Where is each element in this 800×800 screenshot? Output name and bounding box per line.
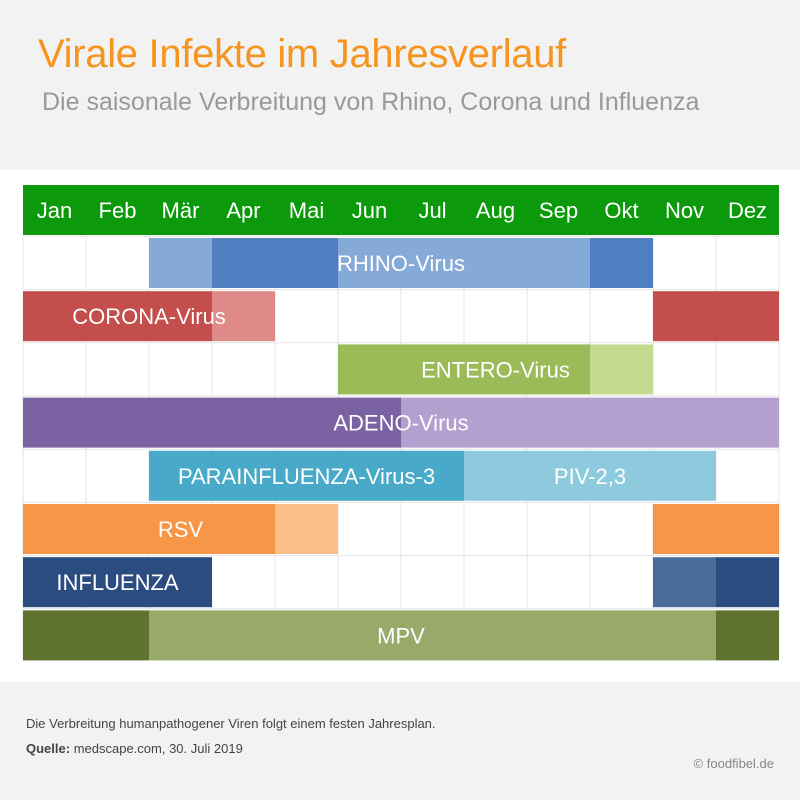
row-label-adeno-virus: ADENO-Virus	[333, 411, 468, 436]
row-secondary-label-parainfluenza-virus-3: PIV-2,3	[554, 464, 626, 489]
segment-adeno-virus-1	[23, 397, 401, 448]
footer-description: Die Verbreitung humanpathogener Viren fo…	[26, 716, 436, 731]
month-label-5: Mai	[289, 198, 324, 223]
segment-corona-virus-2	[212, 291, 275, 342]
segment-rhino-virus-1	[149, 238, 212, 288]
month-label-8: Aug	[476, 198, 515, 223]
source-label: Quelle:	[26, 741, 71, 756]
segment-influenza-3	[716, 557, 779, 608]
season-chart: Jan Feb Mär Apr Mai Jun Jul Aug Sep Okt Nov Dez RHIN…	[22, 185, 780, 661]
month-label-3: Mär	[162, 198, 200, 223]
copyright: © foodfibel.de	[693, 756, 774, 771]
segment-adeno-virus-2	[401, 397, 779, 448]
segment-parainfluenza-virus-3-2	[464, 450, 716, 501]
segment-influenza-2	[653, 557, 716, 608]
segment-mpv-2	[149, 610, 716, 661]
segment-corona-virus-3	[653, 291, 779, 342]
month-label-7: Jul	[418, 198, 446, 223]
segment-mpv-1	[23, 610, 149, 661]
row-label-rhino-virus: RHINO-Virus	[337, 251, 465, 276]
month-label-1: Jan	[37, 198, 72, 223]
row-label-mpv: MPV	[377, 623, 425, 648]
segment-parainfluenza-virus-3-1	[149, 450, 464, 501]
month-label-6: Jun	[352, 198, 387, 223]
chart-title: Virale Infekte im Jahresverlauf	[38, 32, 566, 76]
segment-rhino-virus-3	[338, 238, 590, 288]
month-label-11: Nov	[665, 198, 704, 223]
row-label-corona-virus: CORONA-Virus	[72, 304, 226, 329]
segment-entero-virus-2	[590, 344, 653, 395]
row-label-rsv: RSV	[158, 517, 204, 542]
month-header-bar	[23, 185, 779, 235]
month-label-2: Feb	[99, 198, 137, 223]
source-value: medscape.com, 30. Juli 2019	[73, 741, 243, 756]
chart-subtitle: Die saisonale Verbreitung von Rhino, Cor…	[42, 88, 700, 116]
segment-entero-virus-1	[338, 344, 590, 395]
month-label-10: Okt	[604, 198, 638, 223]
chart-panel: Jan Feb Mär Apr Mai Jun Jul Aug Sep Okt Nov Dez RHIN…	[0, 170, 800, 682]
segment-corona-virus-1	[23, 291, 212, 342]
segment-rhino-virus-2	[212, 238, 338, 288]
row-label-influenza: INFLUENZA	[56, 570, 179, 595]
month-label-12: Dez	[728, 198, 767, 223]
segment-rsv-3	[653, 504, 779, 554]
segment-mpv-3	[716, 610, 779, 661]
footer-source: Quelle: medscape.com, 30. Juli 2019	[26, 741, 243, 756]
segment-rsv-2	[275, 504, 338, 554]
segment-rhino-virus-4	[590, 238, 653, 288]
row-label-entero-virus: ENTERO-Virus	[421, 357, 570, 382]
month-label-4: Apr	[226, 198, 260, 223]
row-label-parainfluenza-virus-3: PARAINFLUENZA-Virus-3	[178, 464, 435, 489]
segment-influenza-1	[23, 557, 212, 608]
segment-rsv-1	[23, 504, 275, 554]
month-label-9: Sep	[539, 198, 578, 223]
